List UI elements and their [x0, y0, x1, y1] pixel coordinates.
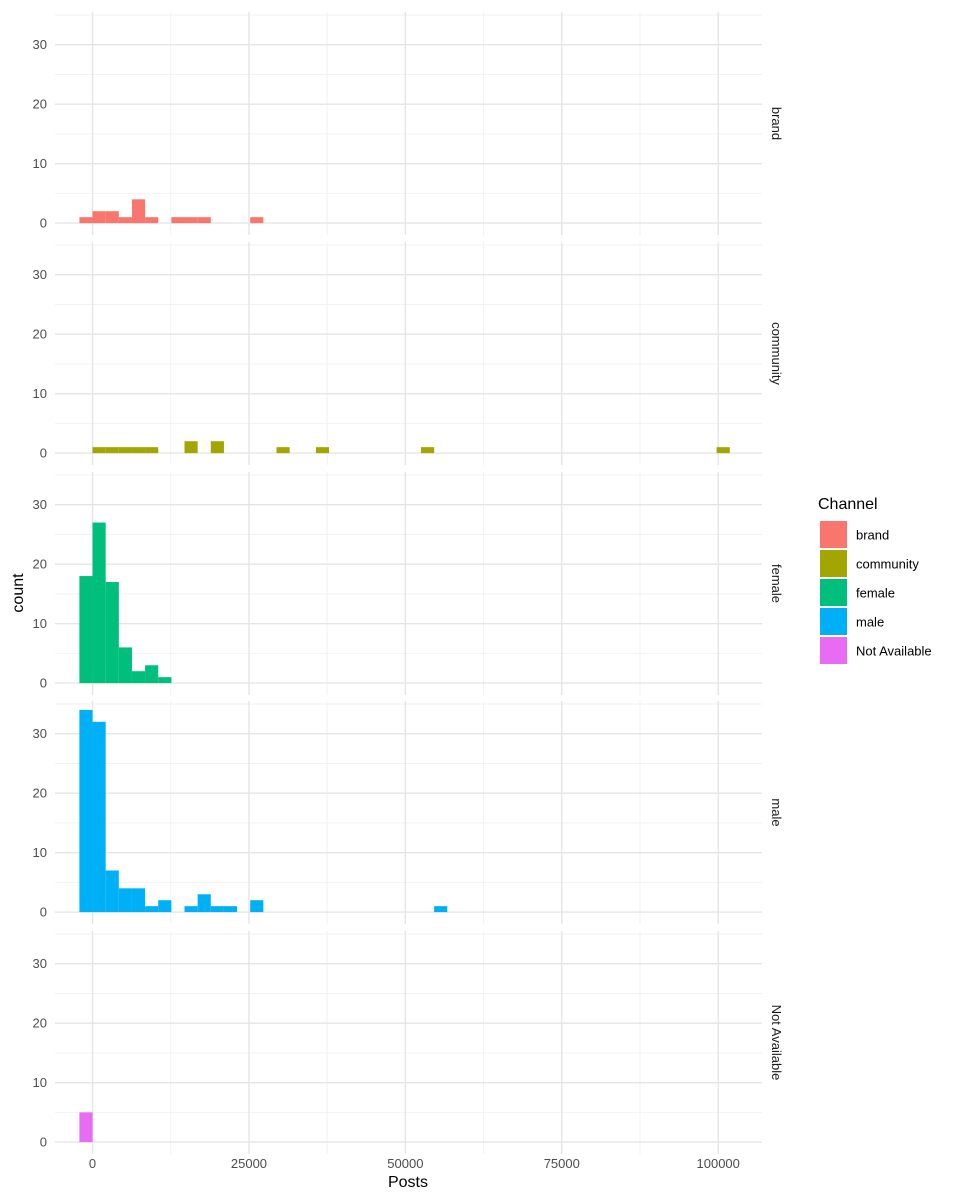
histogram-bar — [197, 217, 211, 224]
legend: Channel brand community female male Not Avai… — [818, 496, 932, 664]
histogram-bar — [276, 447, 290, 454]
histogram-bar — [105, 582, 119, 684]
histogram-bar — [118, 447, 132, 454]
facet-strip-label: community — [769, 322, 784, 385]
legend-key — [820, 550, 847, 577]
histogram-bar — [315, 447, 330, 454]
histogram-bar — [92, 211, 106, 224]
histogram-bar — [223, 906, 238, 913]
y-tick-label: 30 — [33, 726, 47, 741]
y-tick-label: 20 — [33, 786, 47, 801]
y-tick-label: 10 — [33, 616, 47, 631]
x-axis-title: Posts — [388, 1174, 428, 1191]
histogram-bar — [171, 217, 185, 224]
histogram-bar — [92, 447, 106, 454]
y-tick-label: 0 — [40, 446, 47, 461]
histogram-bar — [184, 441, 198, 454]
legend-label: male — [856, 615, 884, 630]
legend-label: female — [856, 586, 895, 601]
y-tick-label: 30 — [33, 497, 47, 512]
x-tick-label: 100000 — [697, 1156, 740, 1171]
histogram-bar — [716, 447, 730, 454]
x-tick-label: 25000 — [231, 1156, 267, 1171]
histogram-bar — [250, 217, 264, 224]
legend-key — [820, 521, 847, 548]
histogram-bar — [145, 665, 159, 684]
histogram-bar — [145, 447, 159, 454]
legend-key — [820, 579, 847, 606]
histogram-bar — [197, 894, 211, 913]
histogram-bar — [421, 447, 435, 454]
x-tick-label: 75000 — [544, 1156, 580, 1171]
y-tick-label: 10 — [33, 386, 47, 401]
histogram-bar — [105, 447, 119, 454]
legend-label: community — [856, 557, 919, 572]
histogram-bar — [79, 1112, 93, 1143]
y-tick-label: 30 — [33, 267, 47, 282]
x-tick-label: 0 — [89, 1156, 96, 1171]
y-axis-title: count — [10, 573, 27, 613]
histogram-bar — [79, 576, 93, 684]
y-tick-label: 20 — [33, 327, 47, 342]
histogram-bar — [184, 217, 198, 224]
histogram-bar — [145, 906, 159, 913]
facet-panel-not-available: 0 10 20 30 Not Available — [33, 931, 784, 1154]
histogram-bar — [92, 522, 106, 684]
histogram-bar — [131, 888, 146, 913]
legend-title: Channel — [818, 496, 878, 513]
histogram-bar — [145, 217, 159, 224]
histogram-bar — [131, 671, 146, 684]
x-tick-label: 50000 — [387, 1156, 423, 1171]
x-axis: 0 25000 50000 75000 100000 — [89, 1156, 740, 1171]
histogram-bar — [131, 199, 146, 224]
facet-panel-brand: 0 10 20 30 brand — [33, 12, 784, 235]
y-tick-label: 30 — [33, 956, 47, 971]
histogram-bar — [118, 647, 132, 684]
histogram-bar — [158, 677, 172, 684]
y-tick-label: 20 — [33, 97, 47, 112]
y-tick-label: 10 — [33, 1075, 47, 1090]
y-tick-label: 0 — [40, 216, 47, 231]
y-tick-label: 20 — [33, 557, 47, 572]
y-tick-label: 30 — [33, 37, 47, 52]
facet-strip-label: female — [769, 564, 784, 603]
histogram-bar — [158, 900, 172, 913]
histogram-bar — [79, 217, 93, 224]
y-tick-label: 0 — [40, 1135, 47, 1150]
histogram-bar — [210, 441, 224, 454]
histogram-bar — [105, 870, 119, 913]
histogram-bar — [118, 888, 132, 913]
y-tick-label: 0 — [40, 676, 47, 691]
facet-panel-male: 0 10 20 30 male — [33, 701, 784, 924]
histogram-bar — [210, 906, 224, 913]
y-tick-label: 0 — [40, 905, 47, 920]
legend-label: Not Available — [856, 644, 932, 659]
facet-strip-label: Not Available — [769, 1005, 784, 1081]
y-tick-label: 10 — [33, 156, 47, 171]
histogram-bar — [79, 709, 93, 913]
legend-label: brand — [856, 528, 889, 543]
facet-panel-female: 0 10 20 30 female — [33, 472, 784, 695]
histogram-bar — [184, 906, 198, 913]
histogram-bar — [118, 217, 132, 224]
histogram-bar — [250, 900, 264, 913]
legend-key — [820, 637, 847, 664]
legend-key — [820, 608, 847, 635]
histogram-bar — [131, 447, 146, 454]
facet-strip-label: brand — [769, 107, 784, 140]
y-tick-label: 20 — [33, 1016, 47, 1031]
facet-strip-label: male — [769, 798, 784, 826]
histogram-bar — [105, 211, 119, 224]
facet-panels: 0 10 20 30 brand 0 10 20 30 community 0 10 20 30 femal… — [33, 12, 784, 1154]
histogram-bar — [92, 721, 106, 913]
facet-panel-community: 0 10 20 30 community — [33, 242, 784, 465]
y-tick-label: 10 — [33, 845, 47, 860]
histogram-bar — [434, 906, 448, 913]
